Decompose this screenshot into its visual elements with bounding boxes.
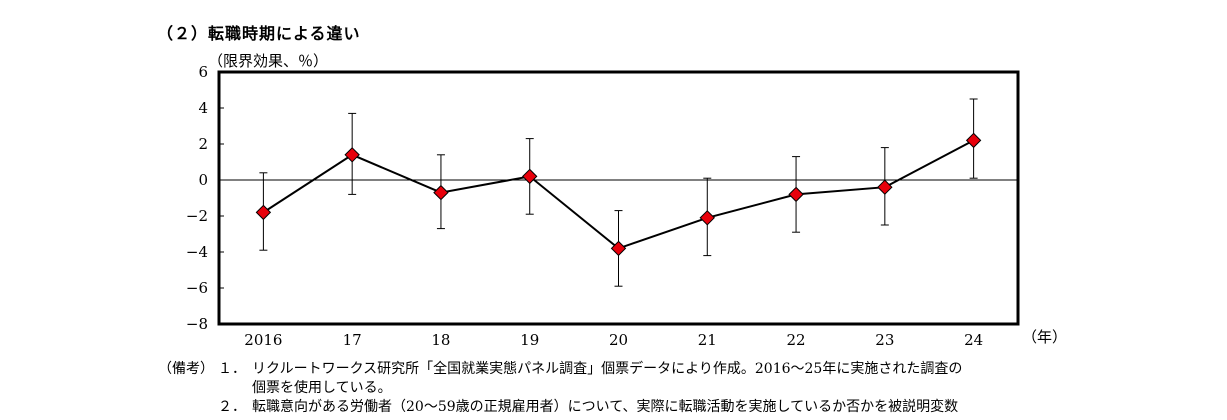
y-tick-label: 0 — [198, 171, 208, 189]
x-axis-unit-label: （年） — [1022, 328, 1068, 346]
x-tick-label: 2016 — [244, 331, 282, 349]
data-point-marker — [699, 210, 715, 226]
plot-frame — [217, 70, 1020, 326]
x-tick-label: 24 — [964, 331, 983, 349]
note-number: ２． — [218, 399, 246, 415]
x-tick-label: 22 — [787, 331, 806, 349]
note-text: 転職意向がある労働者（20～59歳の正規雇用者）について、実際に転職活動を実施し… — [252, 399, 959, 415]
note-text: リクルートワークス研究所「全国就業実態パネル調査」個票データにより作成。2016… — [252, 361, 963, 377]
data-point-marker — [877, 179, 893, 195]
error-bars — [259, 98, 978, 287]
x-tick-labels: 2016 17 18 19 20 21 22 23 24 — [244, 331, 983, 349]
notes-section: （備考） １． リクルートワークス研究所「全国就業実態パネル調査」個票データによ… — [158, 360, 1218, 417]
notes-head: （備考） — [158, 361, 214, 377]
data-point-marker — [788, 186, 804, 203]
y-tick-label: 6 — [198, 63, 208, 81]
x-tick-label: 17 — [343, 331, 362, 349]
data-point-marker — [965, 132, 982, 149]
y-tick-label: −4 — [186, 243, 208, 261]
data-point-marker — [344, 147, 360, 163]
series-markers — [255, 132, 982, 257]
note-text: 個票を使用している。 — [252, 380, 392, 396]
data-point-marker — [255, 204, 272, 221]
note-row-2: ２． 転職意向がある労働者（20～59歳の正規雇用者）について、実際に転職活動を… — [158, 398, 1218, 417]
data-point-marker — [522, 168, 538, 185]
y-ticks: 6 4 2 0 −2 −4 −6 −8 — [186, 63, 224, 333]
x-tick-label: 19 — [520, 331, 539, 349]
x-tick-label: 20 — [609, 331, 628, 349]
x-tick-label: 23 — [875, 331, 894, 349]
y-tick-label: 4 — [198, 99, 208, 117]
note-row-1-cont: 個票を使用している。 — [158, 379, 1218, 398]
y-tick-label: 2 — [198, 135, 208, 153]
x-tick-label: 18 — [431, 331, 450, 349]
y-axis-label: （限界効果、％） — [208, 52, 329, 70]
chart-title: （２）転職時期による違い — [157, 24, 361, 43]
note-row-1: （備考） １． リクルートワークス研究所「全国就業実態パネル調査」個票データによ… — [158, 360, 1218, 379]
x-tick-label: 21 — [698, 331, 717, 349]
y-tick-label: −8 — [186, 315, 208, 333]
y-tick-label: −2 — [186, 207, 208, 225]
data-point-marker — [433, 184, 449, 201]
y-tick-label: −6 — [186, 279, 208, 297]
note-number: １． — [218, 361, 246, 377]
data-point-marker — [610, 240, 627, 257]
